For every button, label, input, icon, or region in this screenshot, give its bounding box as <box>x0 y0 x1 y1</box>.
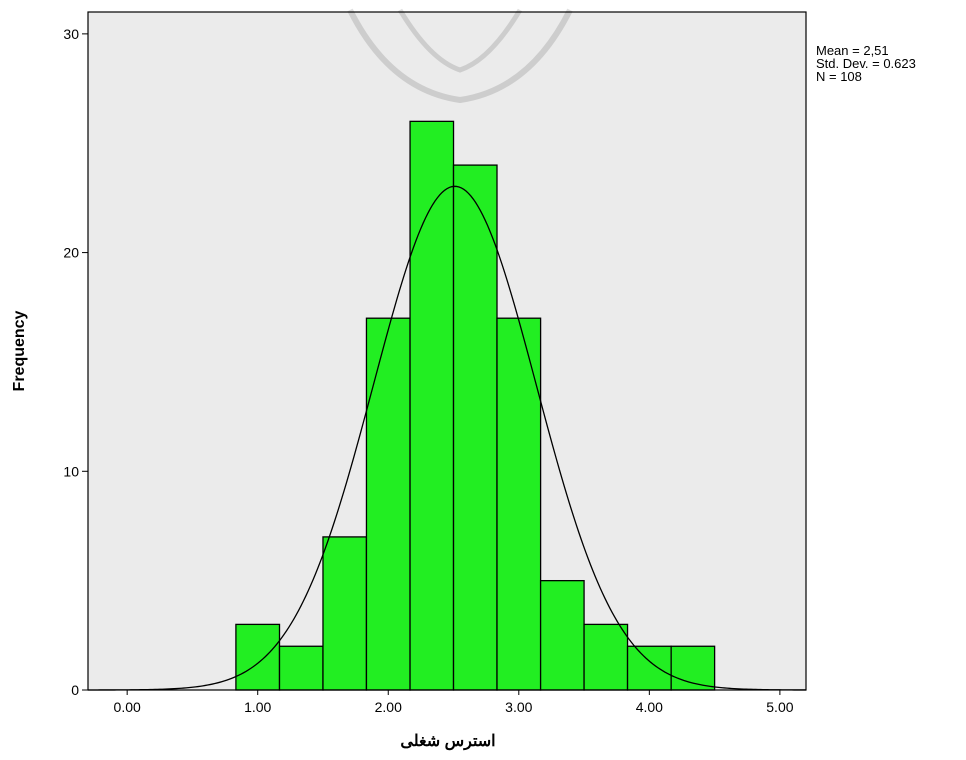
x-tick-label: 5.00 <box>766 699 793 715</box>
y-tick-label: 10 <box>63 463 79 479</box>
histogram-bar <box>496 317 542 691</box>
histogram-bar <box>539 579 585 691</box>
x-tick-label: 0.00 <box>114 699 141 715</box>
y-tick-label: 30 <box>63 26 79 42</box>
histogram-bar <box>278 645 324 691</box>
stats-n: N = 108 <box>816 69 862 84</box>
stats-box: Mean = 2,51 Std. Dev. = 0.623 N = 108 <box>816 44 916 83</box>
histogram-bars <box>235 120 716 691</box>
histogram-bar <box>583 623 629 691</box>
normal-curve <box>88 185 806 691</box>
x-axis: 0.00 1.00 2.00 3.00 4.00 5.00 <box>114 690 794 715</box>
x-axis-title: استرس شغلی <box>400 733 495 751</box>
y-tick-label: 20 <box>63 245 79 261</box>
x-tick-label: 1.00 <box>244 699 271 715</box>
y-tick-label: 0 <box>71 682 79 698</box>
x-tick-label: 3.00 <box>505 699 532 715</box>
histogram-bar <box>452 164 498 691</box>
stats-std-dev: Std. Dev. = 0.623 <box>816 56 916 71</box>
histogram-bar <box>322 536 368 691</box>
x-tick-label: 2.00 <box>375 699 402 715</box>
y-axis-title: Frequency <box>11 310 28 391</box>
histogram-bar <box>626 645 672 691</box>
x-tick-label: 4.00 <box>636 699 663 715</box>
y-axis: 0 10 20 30 <box>63 26 88 698</box>
histogram-bar <box>235 623 281 691</box>
plot-frame <box>87 11 807 691</box>
stats-mean: Mean = 2,51 <box>816 43 889 58</box>
histogram-bar <box>365 317 411 691</box>
